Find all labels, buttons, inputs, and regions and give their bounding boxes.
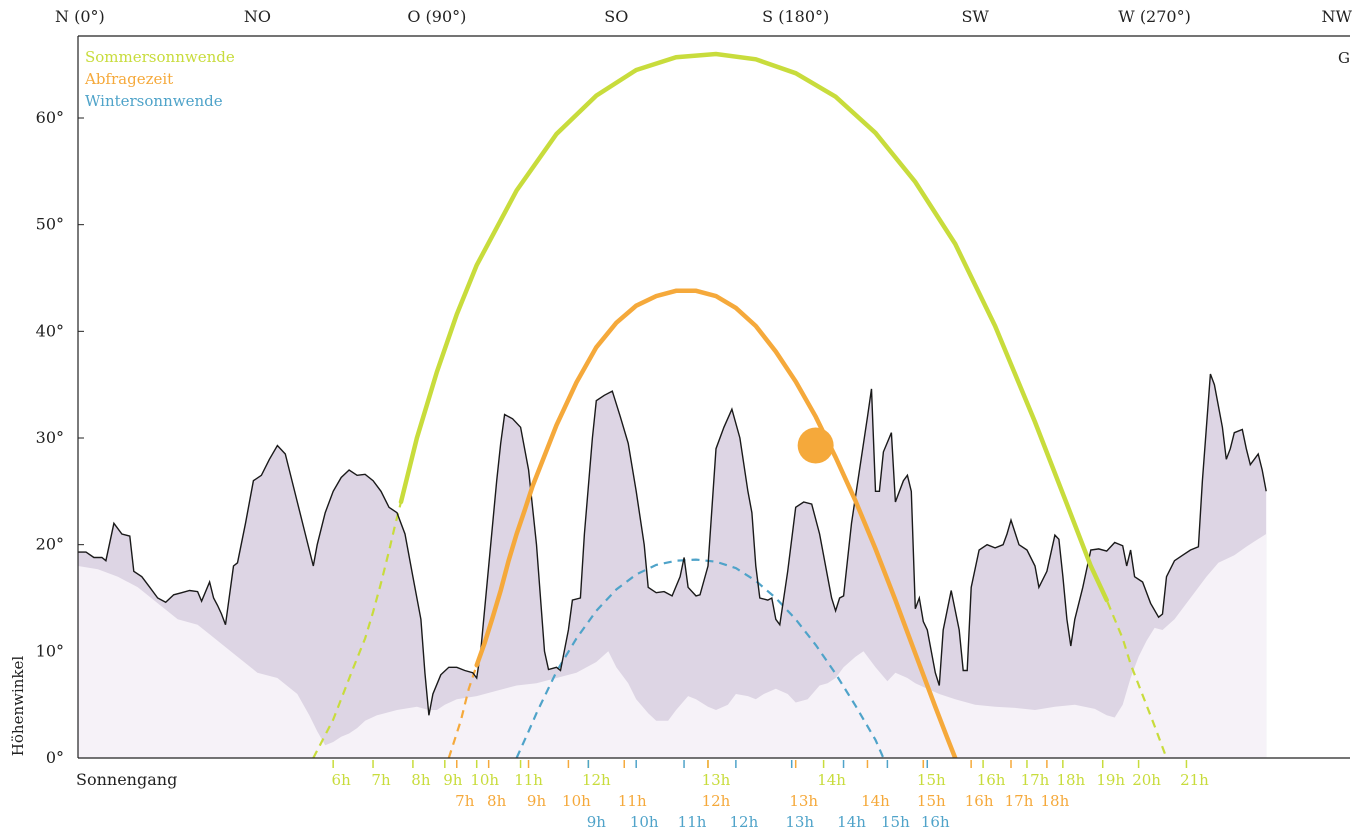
hour-label-abfragezeit: 12h (702, 792, 731, 810)
elevation-tick-label: 60° (36, 108, 64, 127)
corner-text: G (1338, 49, 1350, 67)
hour-label-wintersonnwende: 12h (730, 813, 759, 831)
hour-label-sommersonnwende: 9h (443, 771, 463, 789)
azimuth-tick-label: NO (244, 7, 271, 26)
elevation-tick-label: 20° (36, 535, 64, 554)
legend-item-abfragezeit: Abfragezeit (84, 70, 173, 88)
hour-label-abfragezeit: 11h (618, 792, 647, 810)
elevation-axis: 0° 10° 20° 30° 40° 50° 60° (36, 108, 84, 767)
legend-item-wintersonnwende: Wintersonnwende (85, 92, 223, 110)
y-axis-label: Höhenwinkel (9, 656, 27, 757)
hour-label-abfragezeit: 17h (1005, 792, 1034, 810)
legend: Sommersonnwende Abfragezeit Wintersonnwend… (84, 48, 235, 110)
hour-label-sommersonnwende: 7h (371, 771, 391, 789)
hour-label-sommersonnwende: 8h (411, 771, 431, 789)
hour-label-sommersonnwende: 20h (1132, 771, 1161, 789)
hour-label-wintersonnwende: 13h (785, 813, 814, 831)
wintersonnwende-path-dashed (515, 558, 885, 758)
abfragezeit-path-visible (474, 288, 958, 758)
hour-label-wintersonnwende: 14h (837, 813, 866, 831)
hour-label-sommersonnwende: 13h (702, 771, 731, 789)
azimuth-tick-label: SO (604, 7, 628, 26)
legend-item-sommersonnwende: Sommersonnwende (85, 48, 235, 66)
hour-label-wintersonnwende: 9h (587, 813, 607, 831)
hour-label-abfragezeit: 13h (789, 792, 818, 810)
hour-label-sommersonnwende: 10h (470, 771, 499, 789)
horizon-fill (78, 374, 1267, 758)
hour-label-wintersonnwende: 10h (630, 813, 659, 831)
azimuth-tick-label: NW (1322, 7, 1353, 26)
hour-label-abfragezeit: 8h (487, 792, 507, 810)
hour-label-abfragezeit: 7h (455, 792, 475, 810)
sommersonnwende-path-visible (398, 51, 1109, 603)
sun-paths-visible (398, 51, 1109, 758)
hour-label-sommersonnwende: 19h (1096, 771, 1125, 789)
hour-label-sommersonnwende: 11h (514, 771, 543, 789)
hour-label-wintersonnwende: 11h (678, 813, 707, 831)
elevation-tick-label: 50° (36, 215, 64, 234)
hour-label-sommersonnwende: 14h (817, 771, 846, 789)
azimuth-tick-label: S (180°) (762, 7, 829, 26)
azimuth-tick-label: W (270°) (1118, 7, 1191, 26)
hour-label-abfragezeit: 10h (562, 792, 591, 810)
hour-label-sommersonnwende: 18h (1056, 771, 1085, 789)
azimuth-axis: N (0°) NO O (90°) SO S (180°) SW W (270°) NW (55, 7, 1353, 26)
sun-position-marker (797, 427, 834, 464)
elevation-tick-label: 40° (36, 321, 64, 340)
hour-label-abfragezeit: 9h (527, 792, 547, 810)
hour-label-wintersonnwende: 15h (881, 813, 910, 831)
elevation-tick-label: 0° (46, 748, 64, 767)
hour-label-abfragezeit: 18h (1041, 792, 1070, 810)
azimuth-tick-label: O (90°) (407, 7, 466, 26)
hour-label-abfragezeit: 16h (965, 792, 994, 810)
hour-label-sommersonnwende: 17h (1021, 771, 1050, 789)
azimuth-tick-label: N (0°) (55, 7, 105, 26)
hour-labels: 6h 7h 8h 9h 10h 11h 12h 13h 14h 15h 16h 17h 18h 19h 20… (332, 760, 1209, 831)
elevation-tick-label: 10° (36, 641, 64, 660)
azimuth-tick-label: SW (961, 7, 989, 26)
hour-label-sommersonnwende: 6h (332, 771, 352, 789)
elevation-tick-label: 30° (36, 428, 64, 447)
hour-label-sommersonnwende: 12h (582, 771, 611, 789)
hour-label-sommersonnwende: 15h (917, 771, 946, 789)
hour-label-wintersonnwende: 16h (921, 813, 950, 831)
terrain-fill (78, 534, 1267, 758)
hour-label-sommersonnwende: 21h (1180, 771, 1209, 789)
hour-label-sommersonnwende: 16h (977, 771, 1006, 789)
hour-label-abfragezeit: 14h (861, 792, 890, 810)
sunrise-label: Sonnengang (76, 770, 177, 789)
hour-label-abfragezeit: 15h (917, 792, 946, 810)
